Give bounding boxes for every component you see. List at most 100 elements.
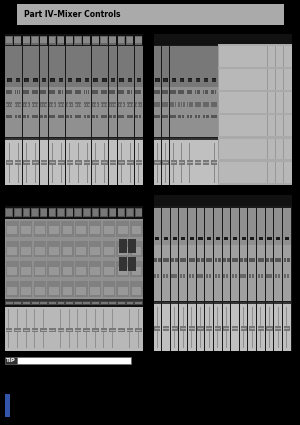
Bar: [66, 328, 73, 332]
Bar: [52, 115, 55, 119]
Bar: [23, 36, 30, 45]
Bar: [69, 309, 70, 348]
Bar: [49, 140, 57, 185]
Bar: [206, 115, 208, 119]
Bar: [180, 258, 183, 262]
Bar: [95, 115, 98, 119]
Bar: [41, 210, 46, 215]
Bar: [214, 274, 217, 278]
Bar: [164, 102, 166, 107]
Bar: [187, 160, 193, 164]
Bar: [34, 309, 35, 348]
Bar: [61, 261, 74, 277]
Bar: [131, 90, 133, 94]
Bar: [210, 140, 218, 185]
Bar: [42, 90, 44, 94]
Bar: [210, 46, 218, 87]
Bar: [58, 329, 64, 331]
Bar: [51, 90, 53, 94]
Bar: [257, 302, 265, 304]
Bar: [44, 90, 46, 94]
Bar: [118, 46, 126, 87]
Bar: [75, 37, 81, 43]
Bar: [103, 241, 115, 257]
Bar: [92, 302, 99, 304]
Bar: [128, 78, 133, 82]
Bar: [75, 241, 88, 257]
Bar: [128, 162, 133, 163]
Bar: [266, 208, 273, 301]
Bar: [43, 104, 44, 106]
Bar: [61, 115, 64, 119]
Bar: [53, 90, 55, 94]
Bar: [164, 90, 166, 94]
Bar: [203, 115, 206, 119]
Bar: [118, 329, 124, 331]
Bar: [100, 46, 109, 87]
Bar: [192, 258, 195, 262]
Bar: [207, 237, 211, 241]
Bar: [126, 138, 134, 140]
Bar: [31, 140, 40, 185]
Bar: [171, 258, 174, 262]
Bar: [128, 79, 132, 82]
Bar: [49, 37, 56, 43]
Bar: [154, 160, 160, 164]
Bar: [45, 102, 47, 107]
Bar: [231, 304, 239, 351]
Bar: [275, 46, 276, 185]
Bar: [23, 102, 25, 107]
Bar: [226, 46, 227, 185]
Bar: [240, 304, 247, 351]
Bar: [189, 274, 191, 278]
Bar: [103, 309, 104, 348]
Bar: [286, 274, 289, 278]
Bar: [206, 328, 212, 329]
Bar: [194, 140, 202, 185]
Bar: [186, 140, 194, 185]
Bar: [32, 102, 34, 107]
Bar: [122, 115, 124, 119]
Bar: [35, 115, 38, 119]
Bar: [190, 90, 192, 94]
Bar: [218, 90, 292, 92]
Bar: [188, 302, 196, 304]
Bar: [188, 208, 196, 301]
Bar: [5, 196, 143, 207]
Bar: [253, 258, 255, 262]
Bar: [41, 329, 46, 331]
Bar: [118, 115, 121, 119]
Bar: [70, 115, 73, 119]
Bar: [266, 274, 268, 278]
Bar: [275, 258, 278, 262]
Bar: [266, 326, 273, 331]
Bar: [16, 4, 283, 25]
Bar: [187, 102, 188, 107]
Bar: [154, 115, 157, 119]
Bar: [32, 329, 38, 331]
Bar: [127, 102, 129, 107]
Bar: [40, 46, 48, 87]
Bar: [283, 302, 291, 304]
Bar: [123, 104, 124, 106]
Bar: [270, 258, 273, 262]
Bar: [274, 302, 282, 304]
Bar: [170, 102, 172, 107]
Bar: [62, 287, 73, 295]
Bar: [200, 307, 201, 348]
Bar: [170, 46, 178, 87]
Bar: [121, 309, 122, 348]
Bar: [130, 115, 133, 119]
Bar: [49, 102, 51, 107]
Bar: [59, 79, 63, 82]
Bar: [175, 102, 176, 107]
Bar: [207, 102, 209, 107]
Bar: [57, 46, 65, 136]
Bar: [84, 210, 90, 215]
Bar: [223, 302, 230, 304]
Bar: [240, 208, 247, 245]
Bar: [16, 78, 20, 82]
Bar: [140, 104, 141, 106]
Bar: [76, 246, 86, 255]
Bar: [178, 46, 186, 87]
